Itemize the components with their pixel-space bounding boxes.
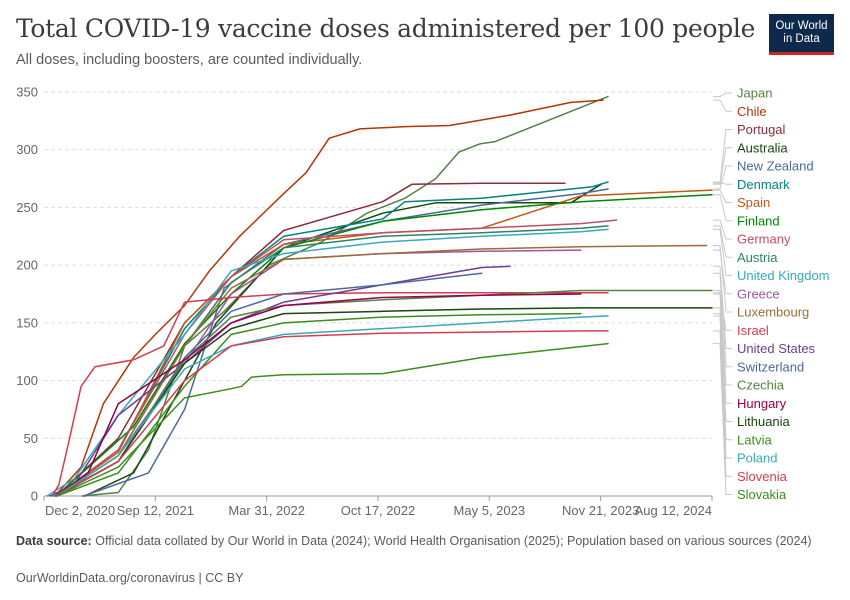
- series-line-denmark: [55, 181, 609, 497]
- legend-connector: [713, 293, 732, 404]
- chart-title: Total COVID-19 vaccine doses administere…: [16, 14, 756, 43]
- series-line-greece: [55, 249, 582, 497]
- legend-label-hungary[interactable]: Hungary: [737, 396, 787, 411]
- legend-label-chile[interactable]: Chile: [737, 104, 767, 119]
- legend-label-germany[interactable]: Germany: [737, 232, 791, 247]
- legend-connector: [713, 92, 732, 98]
- legend-connector: [713, 272, 732, 368]
- series-line-luxembourg: [56, 244, 708, 497]
- legend-connector: [713, 315, 732, 459]
- legend-label-slovenia[interactable]: Slovenia: [737, 469, 788, 484]
- series-line-lithuania: [55, 307, 713, 497]
- legend-label-new-zealand[interactable]: New Zealand: [737, 159, 814, 174]
- legend-label-united-kingdom[interactable]: United Kingdom: [737, 268, 830, 283]
- legend-label-denmark[interactable]: Denmark: [737, 177, 790, 192]
- legend-connector: [713, 307, 732, 422]
- x-tick-label: Aug 12, 2024: [635, 503, 712, 518]
- owid-logo[interactable]: Our World in Data: [769, 14, 834, 55]
- data-source-text: Official data collated by Our World in D…: [95, 534, 812, 548]
- source-url-text: OurWorldinData.org/coronavirus | CC BY: [16, 571, 244, 585]
- series-line-latvia: [56, 312, 582, 497]
- y-tick-label: 350: [16, 85, 38, 100]
- x-tick-label: Dec 2, 2020: [45, 503, 115, 518]
- series-line-switzerland: [53, 272, 483, 497]
- x-tick-label: May 5, 2023: [454, 503, 526, 518]
- legend-connector: [713, 99, 732, 112]
- legend-connector: [713, 147, 732, 185]
- series-line-slovenia: [55, 330, 609, 497]
- series-line-germany: [55, 219, 618, 497]
- legend-connector: [713, 228, 732, 276]
- series-line-united-kingdom: [46, 228, 609, 497]
- legend-connector: [713, 249, 732, 295]
- legend-label-japan[interactable]: Japan: [737, 86, 772, 101]
- y-tick-label: 50: [24, 431, 38, 446]
- series-line-finland: [55, 193, 713, 497]
- legend-connector: [713, 165, 732, 190]
- legend-label-slovakia[interactable]: Slovakia: [737, 487, 787, 502]
- series-line-slovakia: [55, 342, 609, 497]
- chart-subtitle: All doses, including boosters, are count…: [16, 52, 363, 68]
- legend-connector: [713, 343, 732, 495]
- y-tick-label: 0: [31, 489, 38, 504]
- legend-connector: [713, 330, 732, 477]
- x-tick-label: Sep 12, 2021: [117, 503, 194, 518]
- legend-label-portugal[interactable]: Portugal: [737, 122, 786, 137]
- series-line-israel: [51, 292, 609, 497]
- legend-label-luxembourg[interactable]: Luxembourg: [737, 305, 809, 320]
- logo-line-1: Our World: [775, 20, 828, 32]
- y-tick-label: 200: [16, 258, 38, 273]
- legend-connector: [713, 189, 732, 203]
- legend-label-finland[interactable]: Finland: [737, 213, 780, 228]
- legend-connector: [713, 181, 732, 185]
- series-line-portugal: [55, 182, 566, 497]
- line-chart: 0 50 100 150 200 250 300 350 Dec 2, 2020 Sep 12, …: [16, 85, 830, 519]
- series-line-chile: [54, 99, 604, 497]
- legend-label-australia[interactable]: Australia: [737, 140, 788, 155]
- y-tick-label: 150: [16, 315, 38, 330]
- legend-label-united-states[interactable]: United States: [737, 341, 816, 356]
- logo-line-2: in Data: [783, 33, 820, 45]
- x-tick-label: Oct 17, 2022: [341, 503, 415, 518]
- legend-label-spain[interactable]: Spain: [737, 195, 770, 210]
- legend-label-israel[interactable]: Israel: [737, 323, 769, 338]
- series-line-austria: [55, 225, 609, 497]
- series-line-poland: [55, 315, 609, 497]
- series-line-spain: [55, 189, 713, 497]
- legend-label-latvia[interactable]: Latvia: [737, 432, 772, 447]
- legend-connector: [713, 265, 732, 349]
- x-tick-label: Mar 31, 2022: [228, 503, 305, 518]
- data-source-note: Data source: Official data collated by O…: [16, 534, 816, 549]
- y-tick-label: 100: [16, 373, 38, 388]
- legend-label-greece[interactable]: Greece: [737, 286, 780, 301]
- legend-connector: [713, 290, 732, 386]
- legend-label-poland[interactable]: Poland: [737, 451, 777, 466]
- legend-connector: [713, 225, 732, 258]
- x-tick-label: Nov 21, 2023: [562, 503, 639, 518]
- source-url[interactable]: OurWorldinData.org/coronavirus | CC BY: [16, 571, 816, 586]
- data-source-label: Data source:: [16, 534, 92, 548]
- y-tick-label: 250: [16, 200, 38, 215]
- series-line-japan: [81, 95, 609, 497]
- legend-connector: [713, 194, 732, 222]
- series-line-hungary: [55, 293, 582, 497]
- legend-connector: [713, 245, 732, 313]
- legend-label-czechia[interactable]: Czechia: [737, 378, 785, 393]
- legend-connector: [713, 129, 732, 184]
- legend-label-switzerland[interactable]: Switzerland: [737, 359, 804, 374]
- legend-label-austria[interactable]: Austria: [737, 250, 778, 265]
- legend-label-lithuania[interactable]: Lithuania: [737, 414, 791, 429]
- y-tick-label: 300: [16, 142, 38, 157]
- legend-connector: [713, 219, 732, 240]
